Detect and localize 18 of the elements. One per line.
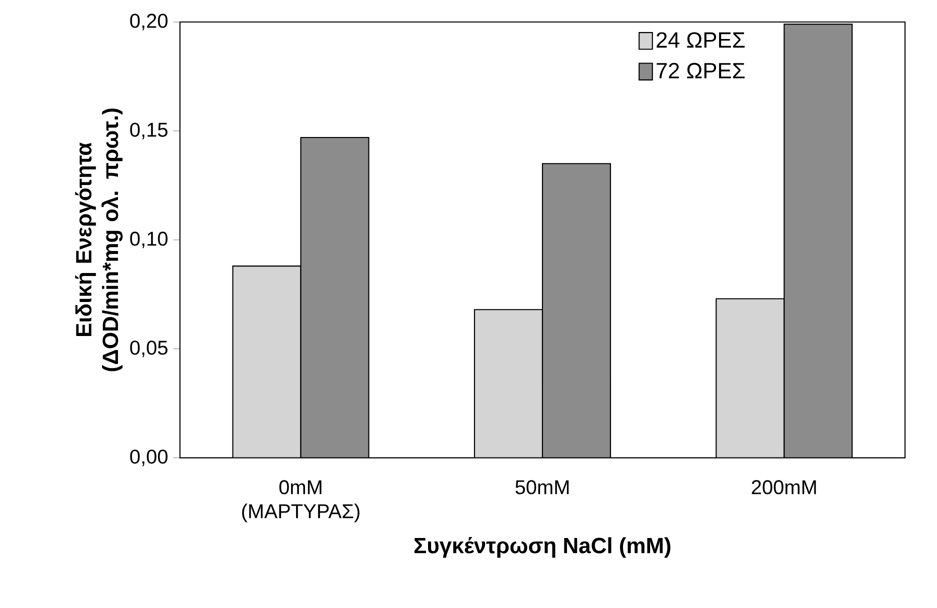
- legend-label: 24 ΩΡΕΣ: [656, 32, 745, 48]
- bar: [542, 163, 611, 458]
- legend-label: 72 ΩΡΕΣ: [656, 63, 745, 78]
- x-tick-label: 200mM: [752, 480, 816, 494]
- x-tick-label: 50mM: [516, 480, 569, 494]
- x-axis-title: Συγκέντρωση NaCl (mM): [414, 537, 670, 558]
- bar: [300, 137, 370, 458]
- bar: [784, 24, 853, 458]
- x-tick-label: 0mM (ΜΑΡΤΥΡΑΣ): [242, 480, 360, 522]
- bar: [232, 266, 302, 458]
- bar: [716, 298, 785, 458]
- y-tick-label: 0,15: [130, 122, 168, 140]
- bar: [474, 309, 544, 458]
- y-tick-label: 0,10: [130, 232, 168, 248]
- y-tick-label: 0,00: [130, 450, 168, 466]
- y-tick-label: 0,05: [130, 340, 168, 358]
- y-tick-label: 0,20: [130, 14, 168, 30]
- y-axis-title: Ειδική Ενεργότητα (ΔOD/min*mg ολ. πρωτ.): [75, 108, 123, 372]
